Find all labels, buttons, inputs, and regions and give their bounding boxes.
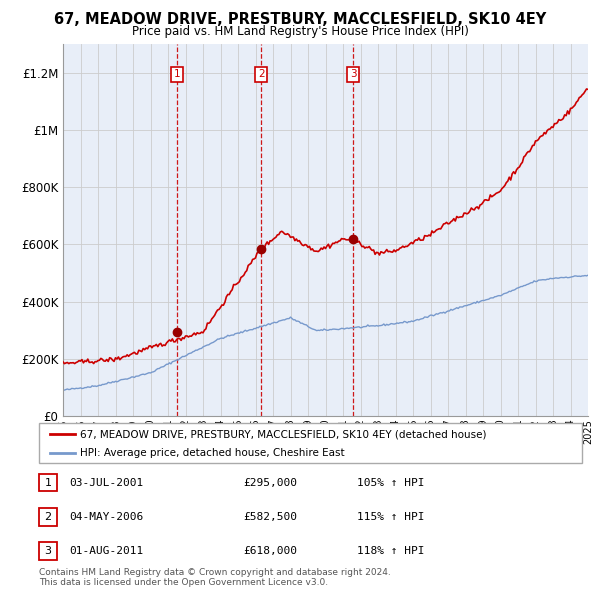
Text: £295,000: £295,000 xyxy=(243,478,297,487)
Text: 2: 2 xyxy=(258,69,265,79)
Text: This data is licensed under the Open Government Licence v3.0.: This data is licensed under the Open Gov… xyxy=(39,578,328,587)
Text: 03-JUL-2001: 03-JUL-2001 xyxy=(69,478,143,487)
Text: 2: 2 xyxy=(44,512,52,522)
Text: 1: 1 xyxy=(44,478,52,487)
Text: 118% ↑ HPI: 118% ↑ HPI xyxy=(357,546,425,556)
Text: 3: 3 xyxy=(44,546,52,556)
Text: 105% ↑ HPI: 105% ↑ HPI xyxy=(357,478,425,487)
Text: 67, MEADOW DRIVE, PRESTBURY, MACCLESFIELD, SK10 4EY: 67, MEADOW DRIVE, PRESTBURY, MACCLESFIEL… xyxy=(54,12,546,27)
Text: 3: 3 xyxy=(350,69,356,79)
Text: £618,000: £618,000 xyxy=(243,546,297,556)
Text: 04-MAY-2006: 04-MAY-2006 xyxy=(69,512,143,522)
Text: £582,500: £582,500 xyxy=(243,512,297,522)
Text: Contains HM Land Registry data © Crown copyright and database right 2024.: Contains HM Land Registry data © Crown c… xyxy=(39,568,391,577)
Text: 67, MEADOW DRIVE, PRESTBURY, MACCLESFIELD, SK10 4EY (detached house): 67, MEADOW DRIVE, PRESTBURY, MACCLESFIEL… xyxy=(80,430,487,440)
Text: 01-AUG-2011: 01-AUG-2011 xyxy=(69,546,143,556)
Text: Price paid vs. HM Land Registry's House Price Index (HPI): Price paid vs. HM Land Registry's House … xyxy=(131,25,469,38)
Text: 1: 1 xyxy=(173,69,180,79)
Text: HPI: Average price, detached house, Cheshire East: HPI: Average price, detached house, Ches… xyxy=(80,448,344,458)
Text: 115% ↑ HPI: 115% ↑ HPI xyxy=(357,512,425,522)
